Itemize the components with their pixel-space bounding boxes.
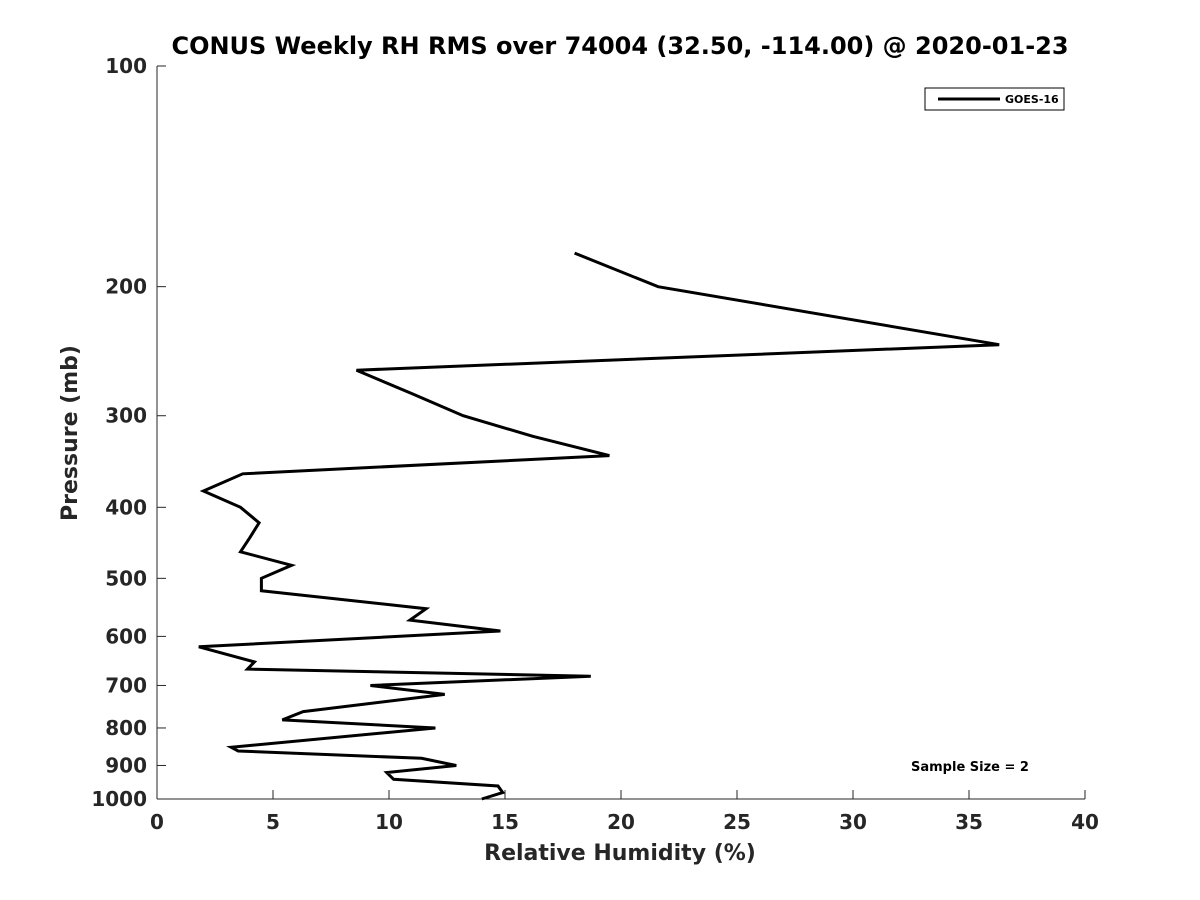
x-tick-label: 25 (723, 810, 751, 834)
x-tick-label: 0 (150, 810, 164, 834)
y-tick-label: 700 (105, 673, 147, 697)
legend: GOES-16 (924, 87, 1065, 111)
x-tick-label: 15 (491, 810, 519, 834)
y-tick-label: 200 (105, 275, 147, 299)
x-tick-label: 20 (607, 810, 635, 834)
legend-label-goes-16: GOES-16 (1005, 93, 1059, 106)
y-tick-label: 300 (105, 404, 147, 428)
y-tick-label: 800 (105, 716, 147, 740)
x-tick-label: 5 (266, 810, 280, 834)
x-tick-label: 40 (1071, 810, 1099, 834)
y-tick-label: 400 (105, 495, 147, 519)
chart-title: CONUS Weekly RH RMS over 74004 (32.50, -… (171, 32, 1068, 60)
x-tick-label: 30 (839, 810, 867, 834)
plot-axes: 0 5 10 15 20 25 30 35 40 100 200 300 400 500 600 700 800… (91, 54, 1099, 834)
y-tick-label: 600 (105, 624, 147, 648)
sample-size-annotation: Sample Size = 2 (911, 760, 1029, 775)
series-line-goes-16 (198, 251, 1000, 801)
y-axis-label: Pressure (mb) (58, 345, 83, 521)
y-tick-label: 500 (105, 566, 147, 590)
y-tick-label: 900 (105, 753, 147, 777)
x-axis-label: Relative Humidity (%) (484, 841, 756, 866)
y-tick-label: 100 (105, 54, 147, 78)
y-tick-label: 1000 (91, 787, 147, 811)
series-layer (198, 251, 1000, 801)
x-tick-label: 35 (955, 810, 983, 834)
x-tick-label: 10 (375, 810, 403, 834)
